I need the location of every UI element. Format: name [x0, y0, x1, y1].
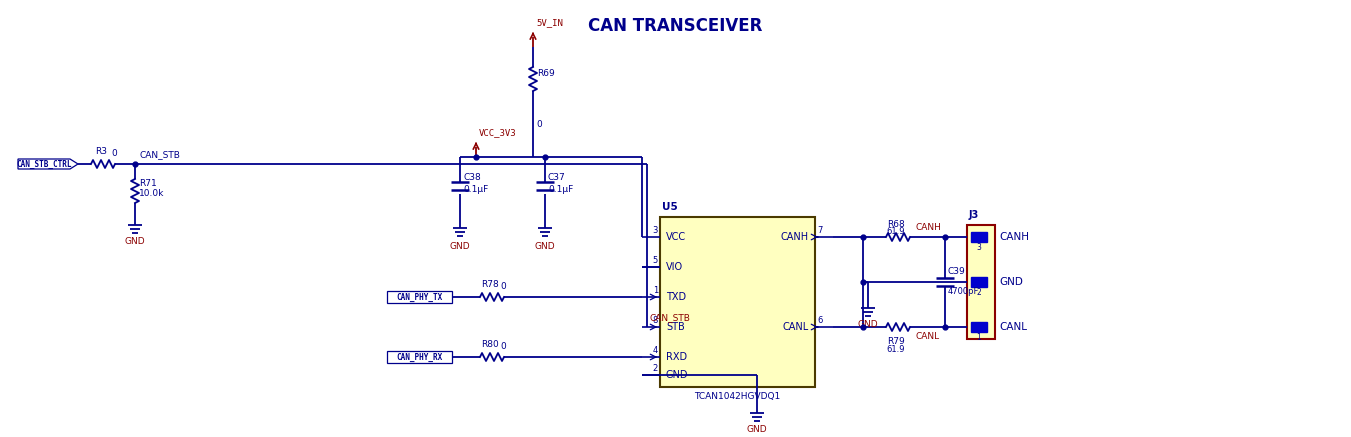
Text: R79: R79 [888, 337, 905, 346]
Text: 8: 8 [653, 316, 658, 325]
Text: VCC: VCC [666, 232, 686, 242]
Text: CANL: CANL [915, 332, 939, 341]
Bar [971, 232, 988, 242]
Text: CAN TRANSCEIVER: CAN TRANSCEIVER [588, 17, 762, 35]
Text: STB: STB [666, 322, 685, 332]
Text: U5: U5 [662, 202, 678, 212]
Text: 61.9: 61.9 [886, 227, 905, 236]
Text: 0.1μF: 0.1μF [463, 184, 488, 194]
Bar [971, 322, 988, 332]
Text: VCC_3V3: VCC_3V3 [480, 128, 516, 137]
Text: C37: C37 [549, 173, 566, 181]
Text: VIO: VIO [666, 262, 684, 272]
Bar [386, 351, 453, 363]
Text: R3: R3 [95, 147, 107, 156]
Text: CANL: CANL [998, 322, 1027, 332]
Text: R78: R78 [481, 280, 499, 289]
Text: 6: 6 [817, 316, 823, 325]
Text: 0: 0 [500, 282, 505, 291]
Text: CAN_STB: CAN_STB [141, 150, 181, 159]
Bar [661, 217, 815, 387]
Text: CAN_STB_CTRL: CAN_STB_CTRL [16, 160, 72, 169]
Text: R69: R69 [536, 69, 555, 79]
Text: C39: C39 [948, 267, 966, 276]
Text: 5: 5 [653, 256, 658, 265]
Text: CAN_PHY_TX: CAN_PHY_TX [396, 292, 443, 302]
Text: 0: 0 [111, 149, 116, 158]
Text: 10.0k: 10.0k [139, 190, 165, 198]
Text: 0: 0 [500, 342, 505, 351]
Text: TXD: TXD [666, 292, 686, 302]
Text: C38: C38 [463, 173, 481, 181]
Text: 0: 0 [536, 120, 542, 129]
Text: 1: 1 [653, 286, 658, 295]
Text: GND: GND [124, 237, 146, 246]
Text: J3: J3 [969, 210, 979, 220]
Text: 4700pF: 4700pF [948, 287, 979, 296]
Text: 2: 2 [977, 288, 981, 297]
Text: 61.9: 61.9 [886, 345, 905, 354]
Text: GND: GND [747, 425, 767, 434]
Text: GND: GND [450, 242, 470, 251]
Text: TCAN1042HGVDQ1: TCAN1042HGVDQ1 [694, 392, 781, 401]
Text: RXD: RXD [666, 352, 688, 362]
Text: CAN_STB: CAN_STB [648, 313, 690, 322]
Text: CANH: CANH [781, 232, 809, 242]
Bar [967, 225, 994, 339]
Text: CANL: CANL [782, 322, 809, 332]
Text: R80: R80 [481, 340, 499, 349]
Text: GND: GND [666, 370, 689, 380]
Text: GND: GND [858, 320, 878, 329]
Text: GND: GND [535, 242, 555, 251]
Text: 4: 4 [653, 346, 658, 355]
Bar [386, 291, 453, 303]
Text: 1: 1 [977, 333, 981, 342]
Text: 3: 3 [653, 226, 658, 235]
Text: 0.1μF: 0.1μF [549, 184, 573, 194]
Text: R68: R68 [888, 220, 905, 229]
Text: CANH: CANH [998, 232, 1029, 242]
Text: CAN_PHY_RX: CAN_PHY_RX [396, 353, 443, 361]
Text: 5V_IN: 5V_IN [536, 18, 563, 27]
Text: 3: 3 [977, 243, 981, 252]
Text: CANH: CANH [915, 223, 940, 232]
Bar [971, 277, 988, 287]
Text: 7: 7 [817, 226, 823, 235]
Text: 2: 2 [653, 364, 658, 373]
Text: R71: R71 [139, 180, 157, 188]
Text: GND: GND [998, 277, 1023, 287]
